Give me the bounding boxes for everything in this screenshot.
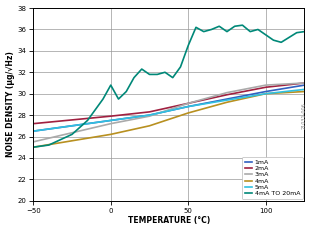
4mA TO 20mA [86,119,89,122]
4mA TO 20mA [217,25,221,28]
4mA [148,125,151,127]
2mA [264,86,268,89]
2mA [109,115,113,118]
2mA [148,110,151,113]
5mA [186,105,190,108]
Line: 1mA: 1mA [33,85,304,131]
4mA TO 20mA [202,30,206,33]
4mA TO 20mA [140,68,144,70]
4mA TO 20mA [233,25,237,28]
4mA TO 20mA [47,144,51,146]
1mA [186,105,190,108]
4mA TO 20mA [272,39,275,42]
4mA TO 20mA [171,76,175,79]
1mA [225,98,229,100]
4mA [109,133,113,136]
1mA [303,84,306,86]
4mA TO 20mA [70,133,74,136]
1mA [109,119,113,122]
4mA TO 20mA [117,98,120,100]
2mA [225,93,229,96]
4mA [31,146,35,149]
1mA [264,90,268,93]
4mA TO 20mA [194,26,198,29]
5mA [148,114,151,116]
Text: 21031-006: 21031-006 [302,102,307,129]
Line: 4mA: 4mA [33,91,304,147]
4mA TO 20mA [256,28,260,31]
4mA TO 20mA [109,84,113,86]
4mA [186,112,190,114]
3mA [303,82,306,84]
1mA [31,130,35,133]
4mA [264,92,268,95]
4mA TO 20mA [155,73,159,76]
Line: 2mA: 2mA [33,83,304,124]
3mA [31,140,35,143]
5mA [264,92,268,95]
4mA TO 20mA [279,41,283,44]
4mA TO 20mA [148,73,151,76]
5mA [303,88,306,91]
X-axis label: TEMPERATURE (°C): TEMPERATURE (°C) [128,216,210,225]
5mA [109,119,113,122]
2mA [186,102,190,105]
Line: 3mA: 3mA [33,83,304,142]
1mA [148,114,151,116]
4mA TO 20mA [241,24,244,27]
4mA [303,90,306,93]
4mA TO 20mA [264,33,268,36]
3mA [148,115,151,118]
3mA [186,102,190,105]
Line: 5mA: 5mA [33,89,304,131]
4mA [225,101,229,104]
Y-axis label: NOISE DENSITY (μg/√Hz): NOISE DENSITY (μg/√Hz) [6,52,15,157]
2mA [31,122,35,125]
4mA TO 20mA [295,31,299,34]
4mA TO 20mA [225,30,229,33]
4mA TO 20mA [31,146,35,149]
Line: 4mA TO 20mA: 4mA TO 20mA [33,25,304,147]
4mA TO 20mA [248,30,252,33]
4mA TO 20mA [179,66,182,68]
5mA [225,99,229,101]
3mA [109,122,113,125]
4mA TO 20mA [186,44,190,47]
3mA [225,91,229,94]
4mA TO 20mA [303,30,306,33]
4mA TO 20mA [101,98,105,100]
3mA [264,84,268,86]
4mA TO 20mA [132,76,136,79]
4mA TO 20mA [163,71,167,74]
4mA TO 20mA [210,28,213,31]
4mA TO 20mA [124,90,128,93]
2mA [303,82,306,84]
Legend: 1mA, 2mA, 3mA, 4mA, 5mA, 4mA TO 20mA: 1mA, 2mA, 3mA, 4mA, 5mA, 4mA TO 20mA [242,157,303,199]
5mA [31,130,35,133]
